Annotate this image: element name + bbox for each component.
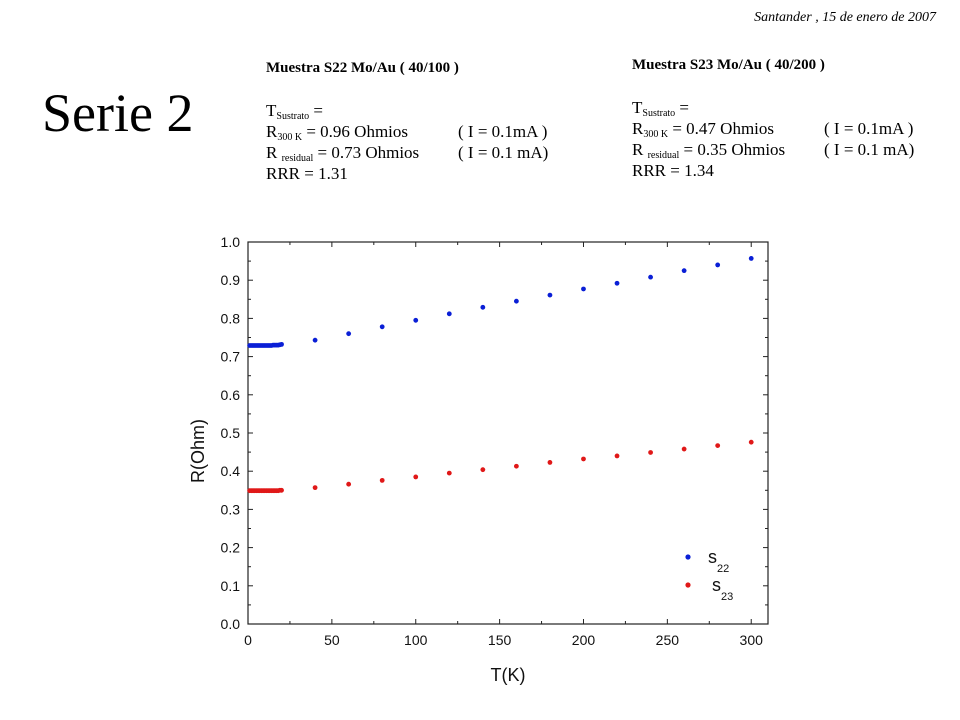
data-point-s23 — [379, 477, 385, 483]
sample-s23-info: Muestra S23 Mo/Au ( 40/200 ) TSustrato =… — [632, 55, 915, 181]
data-point-s22 — [715, 262, 721, 268]
y-tick-label: 0.1 — [221, 578, 241, 594]
y-tick-label: 0.9 — [221, 272, 241, 288]
legend-marker-s23 — [685, 582, 691, 588]
data-point-s22 — [480, 304, 486, 310]
data-point-s22 — [748, 256, 754, 261]
r300-line: R300 K = 0.96 Ohmios( I = 0.1mA ) — [266, 122, 548, 143]
rrr-line: RRR = 1.34 — [632, 161, 714, 180]
r300-condition: ( I = 0.1mA ) — [458, 122, 548, 141]
data-point-s23 — [312, 485, 318, 491]
x-tick-label: 200 — [572, 632, 596, 648]
r300-condition: ( I = 0.1mA ) — [824, 119, 914, 138]
data-point-s22 — [681, 268, 687, 274]
data-point-s22 — [279, 341, 284, 347]
y-tick-label: 0.5 — [221, 425, 241, 441]
x-tick-label: 250 — [656, 632, 680, 648]
data-point-s23 — [715, 443, 721, 449]
t-sustrato-line: TSustrato = — [266, 101, 324, 122]
r300-line: R300 K = 0.47 Ohmios( I = 0.1mA ) — [632, 119, 914, 140]
data-point-s23 — [480, 467, 486, 473]
data-point-s22 — [446, 311, 452, 317]
sample-name: Muestra S23 Mo/Au ( 40/200 ) — [632, 57, 825, 73]
y-tick-label: 0.6 — [221, 387, 241, 403]
data-point-s23 — [547, 460, 553, 465]
data-point-s22 — [547, 292, 553, 298]
data-point-s22 — [648, 274, 653, 280]
rrr-line: RRR = 1.31 — [266, 164, 348, 183]
slide-date: Santander , 15 de enero de 2007 — [754, 10, 936, 25]
x-tick-label: 150 — [488, 632, 512, 648]
sample-s22-info: Muestra S22 Mo/Au ( 40/100 ) TSustrato =… — [266, 58, 549, 184]
y-axis-label: R(Ohm) — [188, 419, 208, 483]
data-point-s23 — [581, 456, 586, 462]
data-point-s23 — [748, 439, 754, 445]
data-point-s23 — [413, 474, 419, 480]
y-tick-label: 0.8 — [221, 310, 241, 326]
data-point-s22 — [581, 286, 586, 292]
data-point-s23 — [681, 446, 687, 452]
data-point-s22 — [346, 331, 352, 337]
rresidual-condition: ( I = 0.1 mA) — [824, 140, 915, 159]
y-tick-label: 0.3 — [221, 501, 241, 517]
data-point-s23 — [614, 453, 620, 459]
data-point-s22 — [379, 324, 385, 330]
y-tick-label: 0.2 — [221, 540, 241, 556]
data-point-s22 — [413, 317, 419, 323]
data-point-s23 — [648, 450, 653, 455]
rresidual-line: R residual = 0.35 Ohmios( I = 0.1 mA) — [632, 140, 915, 161]
data-point-s23 — [279, 487, 284, 493]
y-tick-label: 1.0 — [221, 234, 241, 250]
data-point-s23 — [513, 463, 519, 469]
chart-background — [190, 228, 782, 700]
y-tick-label: 0.7 — [221, 349, 241, 365]
rresidual-condition: ( I = 0.1 mA) — [458, 143, 549, 162]
data-point-s22 — [513, 298, 519, 304]
legend-marker-s22 — [685, 554, 691, 560]
y-tick-label: 0.0 — [221, 616, 241, 632]
rresidual-line: R residual = 0.73 Ohmios( I = 0.1 mA) — [266, 143, 549, 164]
data-point-s22 — [614, 280, 620, 286]
data-point-s22 — [312, 337, 318, 343]
t-sustrato-line: TSustrato = — [632, 98, 690, 119]
x-tick-label: 300 — [740, 632, 764, 648]
x-tick-label: 0 — [244, 632, 252, 648]
data-point-s23 — [346, 481, 352, 487]
x-tick-label: 50 — [324, 632, 340, 648]
y-tick-label: 0.4 — [221, 463, 241, 479]
slide-title: Serie 2 — [42, 83, 194, 143]
sample-name: Muestra S22 Mo/Au ( 40/100 ) — [266, 60, 459, 76]
data-point-s23 — [446, 470, 452, 476]
x-tick-label: 100 — [404, 632, 428, 648]
x-axis-label: T(K) — [491, 665, 526, 685]
